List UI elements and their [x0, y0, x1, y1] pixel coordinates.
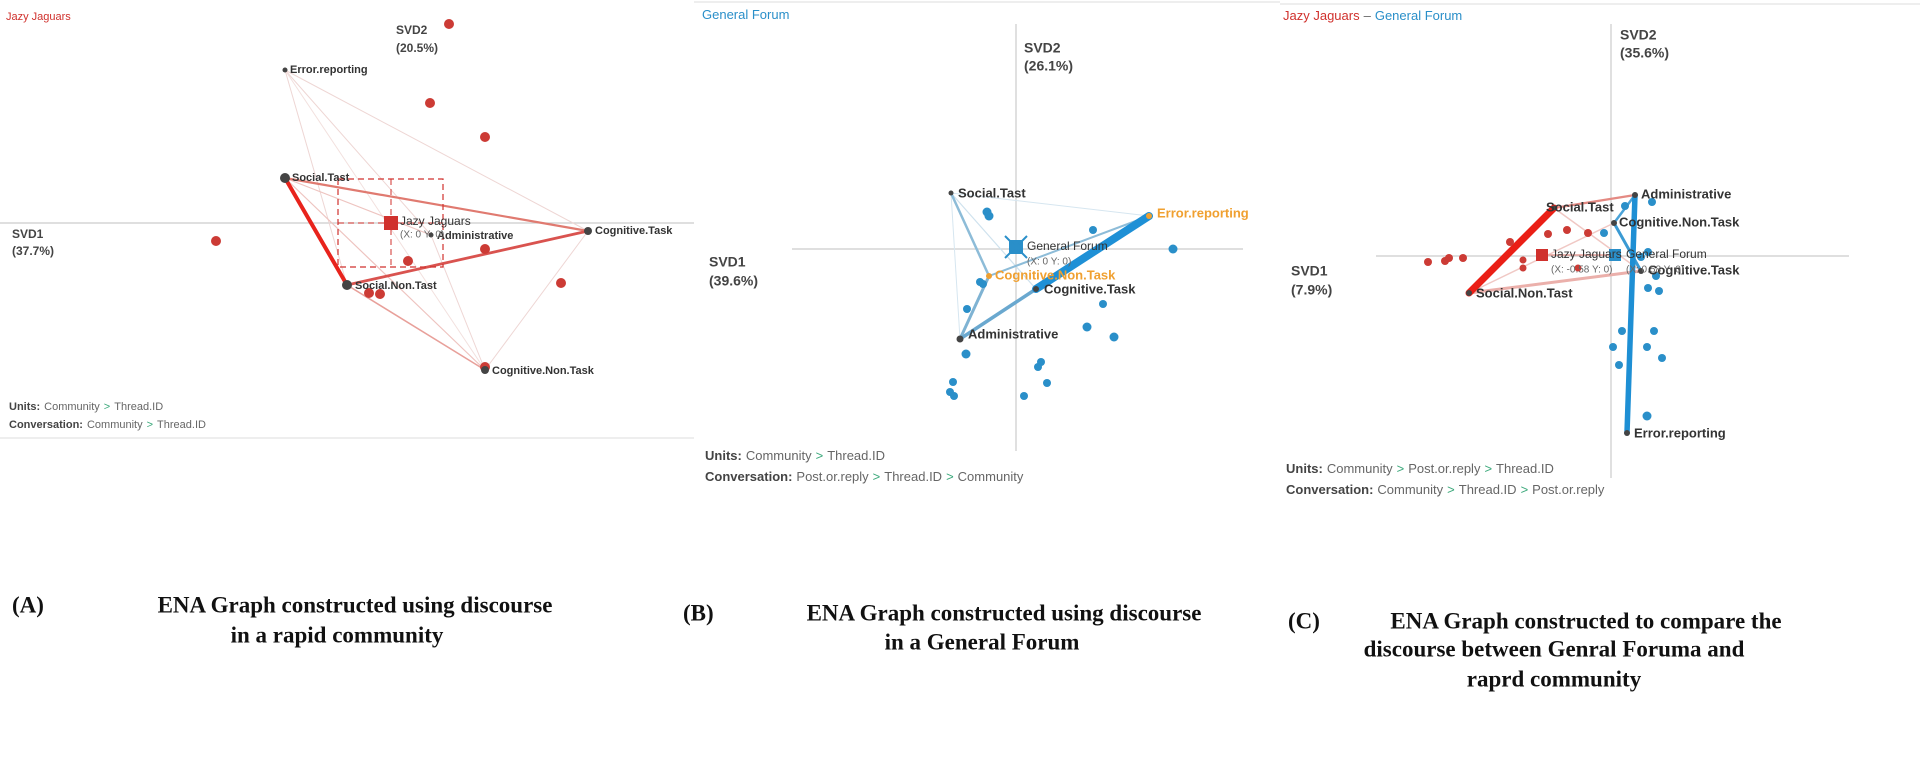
- mean-coords: (X: -0.58 Y: 0): [1551, 265, 1613, 276]
- conversation-label: Conversation:: [705, 469, 792, 484]
- node-label: Social.Tast: [292, 172, 350, 184]
- conversation-label: Conversation:: [1286, 482, 1373, 497]
- header-part: Jazy Jaguars: [1283, 8, 1360, 23]
- node-label: Cognitive.Non.Task: [1619, 214, 1740, 229]
- node-label: Social.Non.Tast: [1476, 285, 1573, 300]
- y-axis-percent: (35.6%): [1620, 45, 1669, 61]
- conversation-line: Conversation: Community > Thread.ID: [9, 419, 206, 431]
- units-line: Units: Community > Thread.ID: [9, 401, 163, 413]
- units-label: Units:: [705, 448, 742, 463]
- units-part: Thread.ID: [114, 401, 163, 413]
- conversation-line: Conversation: Community > Thread.ID > Post.or…: [1286, 482, 1605, 497]
- separator: >: [1521, 482, 1529, 497]
- node-label: Error.reporting: [290, 64, 368, 76]
- caption-line: ENA Graph constructed using discourse: [158, 592, 553, 617]
- node-label: Error.reporting: [1157, 205, 1249, 220]
- node-label: Error.reporting: [1634, 425, 1726, 440]
- conversation-part: Community: [1377, 482, 1443, 497]
- header-part: –: [1364, 8, 1372, 23]
- mean-coords: (X: 0.58 Y: 0): [1626, 265, 1684, 276]
- units-part: Thread.ID: [1496, 461, 1554, 476]
- mean-label: General Forum: [1626, 247, 1707, 261]
- units-part: Thread.ID: [827, 448, 885, 463]
- units-line: Units: Community > Thread.ID: [705, 448, 885, 463]
- node-label: Administrative: [437, 230, 513, 242]
- caption-line: raprd community: [1467, 666, 1642, 691]
- panel-header: Jazy Jaguars: [6, 11, 71, 23]
- caption-line: in a rapid community: [231, 622, 444, 647]
- y-axis-percent: (26.1%): [1024, 58, 1073, 74]
- conversation-label: Conversation:: [9, 419, 83, 431]
- separator: >: [816, 448, 824, 463]
- caption-line: discourse between Genral Foruma and: [1364, 636, 1745, 661]
- separator: >: [1484, 461, 1492, 476]
- mean-coords: (X: 0 Y: 0): [400, 230, 444, 241]
- units-part: Community: [746, 448, 812, 463]
- y-axis-percent: (20.5%): [396, 41, 438, 55]
- mean-label: General Forum: [1027, 239, 1108, 253]
- caption-label: (A): [12, 592, 44, 617]
- x-axis-percent: (37.7%): [12, 244, 54, 258]
- separator: >: [147, 419, 153, 431]
- conversation-part: Thread.ID: [884, 469, 942, 484]
- separator: >: [1447, 482, 1455, 497]
- x-axis-label: SVD1: [12, 227, 44, 241]
- separator: >: [104, 401, 110, 413]
- node-label: Cognitive.Task: [1648, 262, 1740, 277]
- units-part: Community: [1327, 461, 1393, 476]
- node-label: Cognitive.Task: [1044, 281, 1136, 296]
- panel-header: Jazy Jaguars – General Forum: [1283, 8, 1462, 23]
- node-label: Cognitive.Task: [595, 225, 673, 237]
- conversation-line: Conversation: Post.or.reply > Thread.ID > Com…: [705, 469, 1024, 484]
- units-label: Units:: [1286, 461, 1323, 476]
- mean-coords: (X: 0 Y: 0): [1027, 257, 1071, 268]
- x-axis-label: SVD1: [709, 254, 746, 270]
- mean-label: Jazy Jaguars: [400, 214, 471, 228]
- node-label: Cognitive.Non.Task: [492, 365, 595, 377]
- conversation-part: Thread.ID: [1459, 482, 1517, 497]
- node-label: Social.Tast: [1546, 199, 1614, 214]
- conversation-part: Post.or.reply: [796, 469, 869, 484]
- y-axis-label: SVD2: [1024, 40, 1061, 56]
- panel-c-layout: [1280, 3, 1920, 478]
- separator: >: [873, 469, 881, 484]
- x-axis-percent: (7.9%): [1291, 282, 1332, 298]
- caption-line: ENA Graph constructed to compare the: [1390, 608, 1781, 633]
- y-axis-label: SVD2: [1620, 27, 1657, 43]
- separator: >: [1397, 461, 1405, 476]
- caption-line: in a General Forum: [885, 629, 1080, 654]
- units-line: Units: Community > Post.or.reply > Thread.ID: [1286, 461, 1554, 476]
- header-part: General Forum: [702, 7, 789, 22]
- y-axis-label: SVD2: [396, 23, 428, 37]
- x-axis-label: SVD1: [1291, 263, 1328, 279]
- header-part: General Forum: [1375, 8, 1462, 23]
- caption-label: (B): [683, 600, 714, 625]
- node-label: Social.Non.Tast: [355, 280, 437, 292]
- units-label: Units:: [9, 401, 40, 413]
- node-label: Administrative: [968, 326, 1058, 341]
- units-part: Community: [44, 401, 100, 413]
- node-label: Social.Tast: [958, 185, 1026, 200]
- x-axis-percent: (39.6%): [709, 273, 758, 289]
- panel-b-layout: [694, 1, 1280, 451]
- panel-a-layout: [0, 19, 694, 439]
- separator: >: [946, 469, 954, 484]
- node-label: Cognitive.Non.Task: [995, 267, 1116, 282]
- panel-header: General Forum: [702, 7, 789, 22]
- node-label: Administrative: [1641, 186, 1731, 201]
- header-part: Jazy Jaguars: [6, 11, 71, 23]
- conversation-part: Community: [958, 469, 1024, 484]
- conversation-part: Community: [87, 419, 143, 431]
- caption-line: ENA Graph constructed using discourse: [807, 600, 1202, 625]
- conversation-part: Thread.ID: [157, 419, 206, 431]
- units-part: Post.or.reply: [1408, 461, 1481, 476]
- mean-label: Jazy Jaguars: [1551, 247, 1622, 261]
- conversation-part: Post.or.reply: [1532, 482, 1605, 497]
- caption-label: (C): [1288, 608, 1320, 633]
